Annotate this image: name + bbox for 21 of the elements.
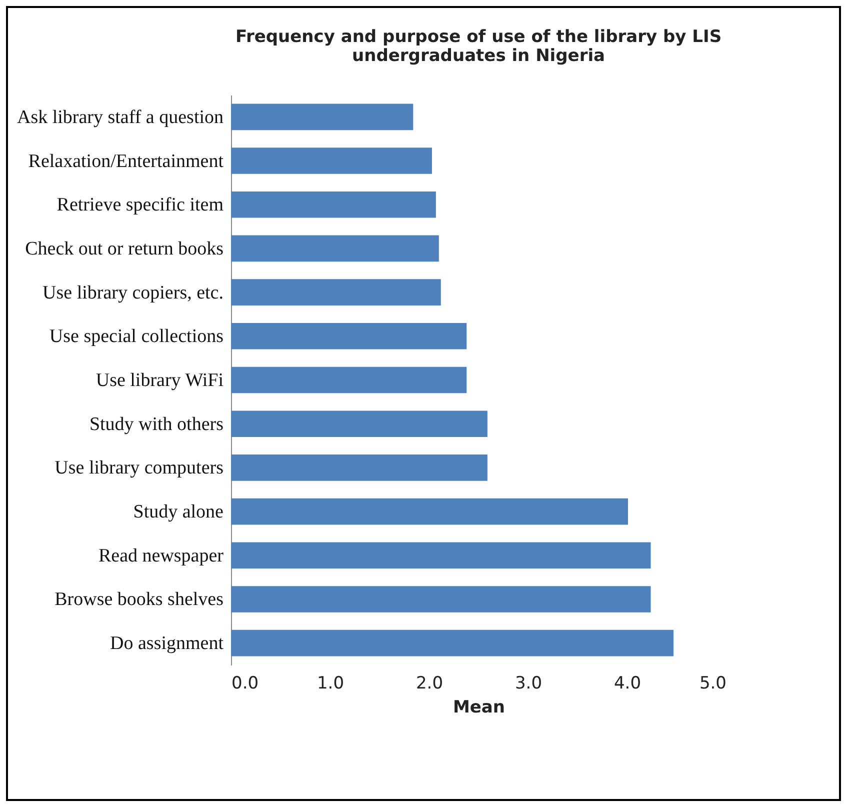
y-tick-label: Use library computers [54, 458, 224, 479]
y-tick-label: Use special collections [49, 326, 224, 348]
x-tick-label: 1.0 [316, 674, 344, 694]
x-tick-label: 4.0 [614, 674, 642, 694]
y-tick-label: Ask library staff a question [17, 106, 224, 128]
x-axis-title: Mean [452, 698, 506, 718]
y-tick-label: Read newspaper [98, 545, 224, 566]
y-tick-label: Relaxation/Entertainment [28, 150, 224, 172]
y-tick-label: Do assignment [110, 633, 224, 654]
x-tick-label: 3.0 [514, 674, 542, 694]
y-tick-label: Study alone [133, 502, 224, 523]
y-tick-label: Study with others [89, 414, 224, 435]
y-tick-label: Use library WiFi [96, 370, 224, 391]
x-tick-label: 5.0 [699, 674, 726, 694]
x-tick-label: 2.0 [416, 674, 444, 694]
y-tick-label: Check out or return books [25, 238, 224, 260]
chart-title: Frequency and purpose of use of the library by LIS undergraduates in Nigeria [235, 27, 722, 66]
y-tick-label: Use library copiers, etc. [42, 282, 224, 304]
y-tick-label: Retrieve specific item [56, 194, 224, 216]
x-tick-label: 0.0 [232, 674, 259, 694]
y-tick-label: Browse books shelves [54, 589, 224, 610]
